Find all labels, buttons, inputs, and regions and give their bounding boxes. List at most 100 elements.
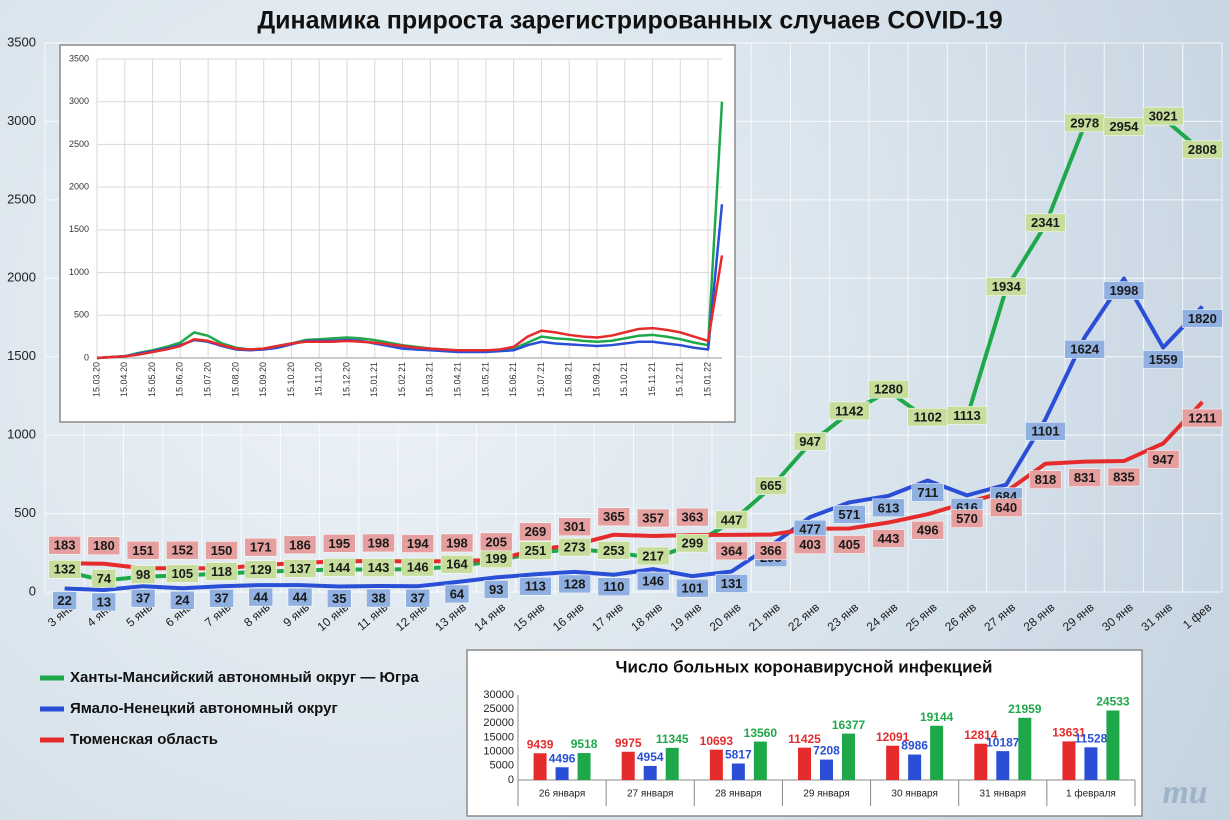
y-tick-label: 2500: [69, 139, 89, 149]
x-tick-label: 15.04.20: [119, 362, 129, 397]
data-label: 37: [214, 591, 228, 606]
data-label: 447: [721, 512, 743, 527]
data-label: 205: [485, 534, 507, 549]
y-tick-label: 10000: [483, 746, 514, 758]
data-label-box: [636, 571, 670, 591]
data-label-box: [130, 588, 156, 608]
x-tick-label: 15.03.21: [425, 362, 435, 397]
x-tick-label: 15 янв: [511, 600, 548, 634]
y-tick-label: 2000: [69, 182, 89, 192]
data-label: 1624: [1070, 342, 1100, 357]
data-label-box: [1068, 468, 1101, 487]
main-title: Динамика прироста зарегистрированных слу…: [257, 7, 1002, 35]
x-tick-label: 1 февраля: [1066, 788, 1116, 800]
x-tick-label: 15.01.21: [369, 362, 379, 397]
data-label-box: [362, 533, 395, 553]
data-label-box: [597, 577, 631, 596]
data-label-box: [444, 584, 470, 604]
data-label: 13: [97, 594, 111, 609]
data-label: 195: [328, 536, 350, 551]
y-tick-label: 500: [14, 505, 36, 520]
data-label-box: [793, 432, 827, 451]
data-label-box: [323, 534, 356, 553]
data-label-box: [323, 558, 356, 577]
x-tick-label: 15.08.21: [564, 362, 574, 397]
x-tick-label: 30 янв: [1099, 600, 1136, 634]
x-tick-label: 13 янв: [432, 600, 469, 634]
data-label: 2341: [1031, 215, 1060, 230]
data-label: 2978: [1070, 115, 1099, 130]
data-label-box: [872, 529, 905, 548]
data-label: 152: [171, 543, 193, 558]
data-label: 665: [760, 478, 782, 493]
y-tick-label: 1000: [69, 267, 89, 277]
x-tick-label: 15.06.21: [508, 362, 518, 397]
data-label: 22: [57, 593, 71, 608]
data-label-box: [754, 541, 788, 560]
bar: [1062, 741, 1076, 780]
x-tick-label: 26 янв: [942, 600, 979, 634]
bar: [731, 763, 745, 780]
data-label: 364: [721, 543, 743, 558]
data-label-box: [1103, 117, 1145, 136]
data-label: 299: [681, 536, 703, 551]
data-label: 101: [681, 581, 703, 596]
data-label-box: [244, 560, 278, 580]
bar-value-label: 9975: [615, 736, 642, 750]
data-label-box: [829, 401, 870, 421]
bar-value-label: 10693: [700, 734, 734, 748]
data-label: 186: [289, 537, 311, 552]
y-tick-label: 30000: [483, 689, 514, 701]
bar: [1084, 747, 1098, 780]
data-label: 144: [328, 560, 350, 575]
x-tick-label: 23 янв: [825, 600, 862, 634]
data-label: 183: [54, 538, 76, 553]
data-label: 273: [564, 540, 586, 555]
data-label: 253: [603, 543, 625, 558]
data-label: 301: [564, 519, 586, 534]
x-tick-label: 15.10.21: [619, 362, 629, 397]
data-label-box: [401, 534, 434, 553]
data-label-box: [833, 505, 866, 524]
data-label-box: [636, 546, 670, 566]
y-tick-label: 0: [508, 774, 514, 786]
data-label: 137: [289, 561, 311, 576]
data-label: 1113: [953, 408, 981, 423]
data-label-box: [327, 589, 352, 608]
data-label: 37: [136, 591, 150, 606]
data-label-box: [48, 536, 81, 555]
y-tick-label: 1000: [7, 427, 36, 442]
data-label: 403: [799, 537, 821, 552]
data-label-box: [405, 588, 430, 608]
x-tick-label: 27 января: [627, 789, 673, 800]
x-tick-label: 28 января: [715, 789, 761, 800]
data-label-box: [483, 580, 509, 599]
bar: [930, 725, 944, 780]
bar: [577, 753, 591, 780]
data-label-box: [872, 498, 905, 518]
data-label-box: [519, 577, 552, 596]
bar: [974, 743, 988, 780]
data-label: 1142: [835, 403, 863, 418]
data-label: 405: [838, 537, 860, 552]
data-label-box: [440, 533, 474, 553]
y-tick-label: 3000: [69, 96, 89, 106]
data-label-box: [283, 535, 317, 555]
data-label-box: [52, 591, 77, 610]
data-label-box: [715, 574, 748, 593]
data-label-box: [1029, 470, 1062, 489]
x-tick-label: 15.03.20: [91, 362, 101, 397]
y-tick-label: 3500: [69, 53, 89, 63]
x-tick-label: 15.07.20: [202, 362, 212, 397]
y-tick-label: 5000: [490, 760, 514, 772]
y-tick-label: 2000: [7, 270, 36, 285]
data-label-box: [715, 510, 748, 530]
series-line: [64, 276, 1204, 592]
data-label-box: [126, 541, 160, 560]
bar: [709, 749, 723, 780]
y-tick-label: 3000: [7, 113, 36, 128]
x-tick-label: 26 января: [539, 789, 585, 800]
data-label: 150: [211, 543, 233, 558]
data-label-box: [91, 592, 117, 612]
